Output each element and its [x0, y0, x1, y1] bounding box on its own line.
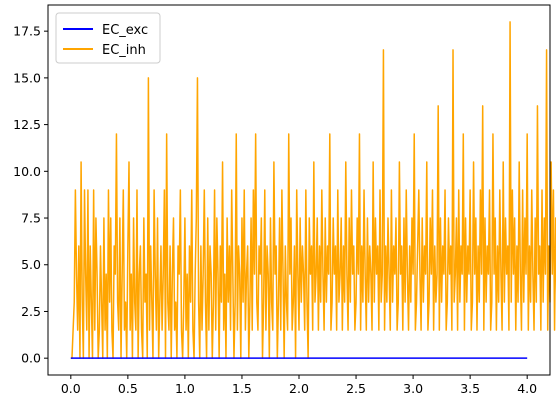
y-tick-label: 17.5 — [13, 24, 41, 39]
y-tick-label: 10.0 — [13, 164, 41, 179]
y-axis: 0.0 2.5 5.0 7.5 10.0 12.5 15.0 17.5 — [13, 24, 48, 366]
x-tick-label: 3.0 — [403, 381, 423, 396]
legend: EC_exc EC_inh — [55, 12, 161, 64]
legend-label-ec-exc: EC_exc — [102, 23, 148, 38]
y-tick-label: 2.5 — [21, 304, 41, 319]
plot-lines — [70, 21, 556, 359]
x-tick-label: 0.5 — [118, 381, 138, 396]
series-line-ec-inh — [70, 21, 556, 359]
y-tick-label: 7.5 — [21, 211, 41, 226]
x-tick-label: 1.0 — [175, 381, 195, 396]
x-tick-label: 1.5 — [232, 381, 252, 396]
y-tick-label: 5.0 — [21, 257, 41, 272]
y-tick-label: 12.5 — [13, 117, 41, 132]
legend-label-ec-inh: EC_inh — [102, 43, 146, 58]
y-tick-label: 15.0 — [13, 70, 41, 85]
y-tick-label: 0.0 — [21, 351, 41, 366]
legend-box — [55, 12, 161, 64]
x-tick-label: 0.0 — [61, 381, 81, 396]
x-tick-label: 3.5 — [460, 381, 480, 396]
x-tick-label: 4.0 — [517, 381, 537, 396]
x-tick-label: 2.0 — [289, 381, 309, 396]
x-axis: 0.0 0.5 1.0 1.5 2.0 2.5 3.0 3.5 4.0 — [61, 375, 537, 396]
x-tick-label: 2.5 — [346, 381, 366, 396]
